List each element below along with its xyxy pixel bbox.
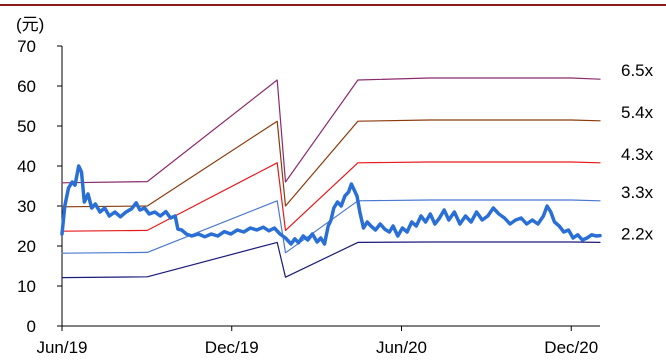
y-tick-label: 40 (17, 157, 36, 176)
band-line (61, 241, 601, 279)
y-tick-label: 50 (17, 117, 36, 136)
y-tick-label: 20 (17, 237, 36, 256)
series-label: 2.2x (621, 224, 654, 243)
y-tick-label: 30 (17, 197, 36, 216)
x-axis: Jun/19 Dec/19 Jun/20 Dec/20 (36, 325, 600, 357)
y-tick-label: 10 (17, 277, 36, 296)
x-tick-label: Dec/19 (205, 338, 259, 357)
series-label: 3.3x (621, 183, 654, 202)
band-line (61, 77, 601, 184)
series-labels: 6.5x 5.4x 4.3x 3.3x 2.2x (621, 61, 654, 243)
series-label: 6.5x (621, 61, 654, 80)
y-tick-label: 70 (17, 37, 36, 56)
band-line (61, 119, 601, 208)
series-label: 4.3x (621, 145, 654, 164)
x-tick-label: Jun/20 (376, 338, 427, 357)
band-line (61, 161, 601, 232)
x-tick-label: Jun/19 (36, 338, 87, 357)
x-tick-label: Dec/20 (544, 338, 598, 357)
y-axis: 0 10 20 30 40 50 60 70 (17, 37, 63, 336)
band-line (61, 199, 601, 254)
price-series-line (60, 164, 602, 246)
series-lines (60, 77, 602, 279)
y-tick-label: 0 (27, 317, 36, 336)
series-label: 5.4x (621, 103, 654, 122)
unit-label: (元) (16, 15, 44, 34)
y-tick-label: 60 (17, 77, 36, 96)
